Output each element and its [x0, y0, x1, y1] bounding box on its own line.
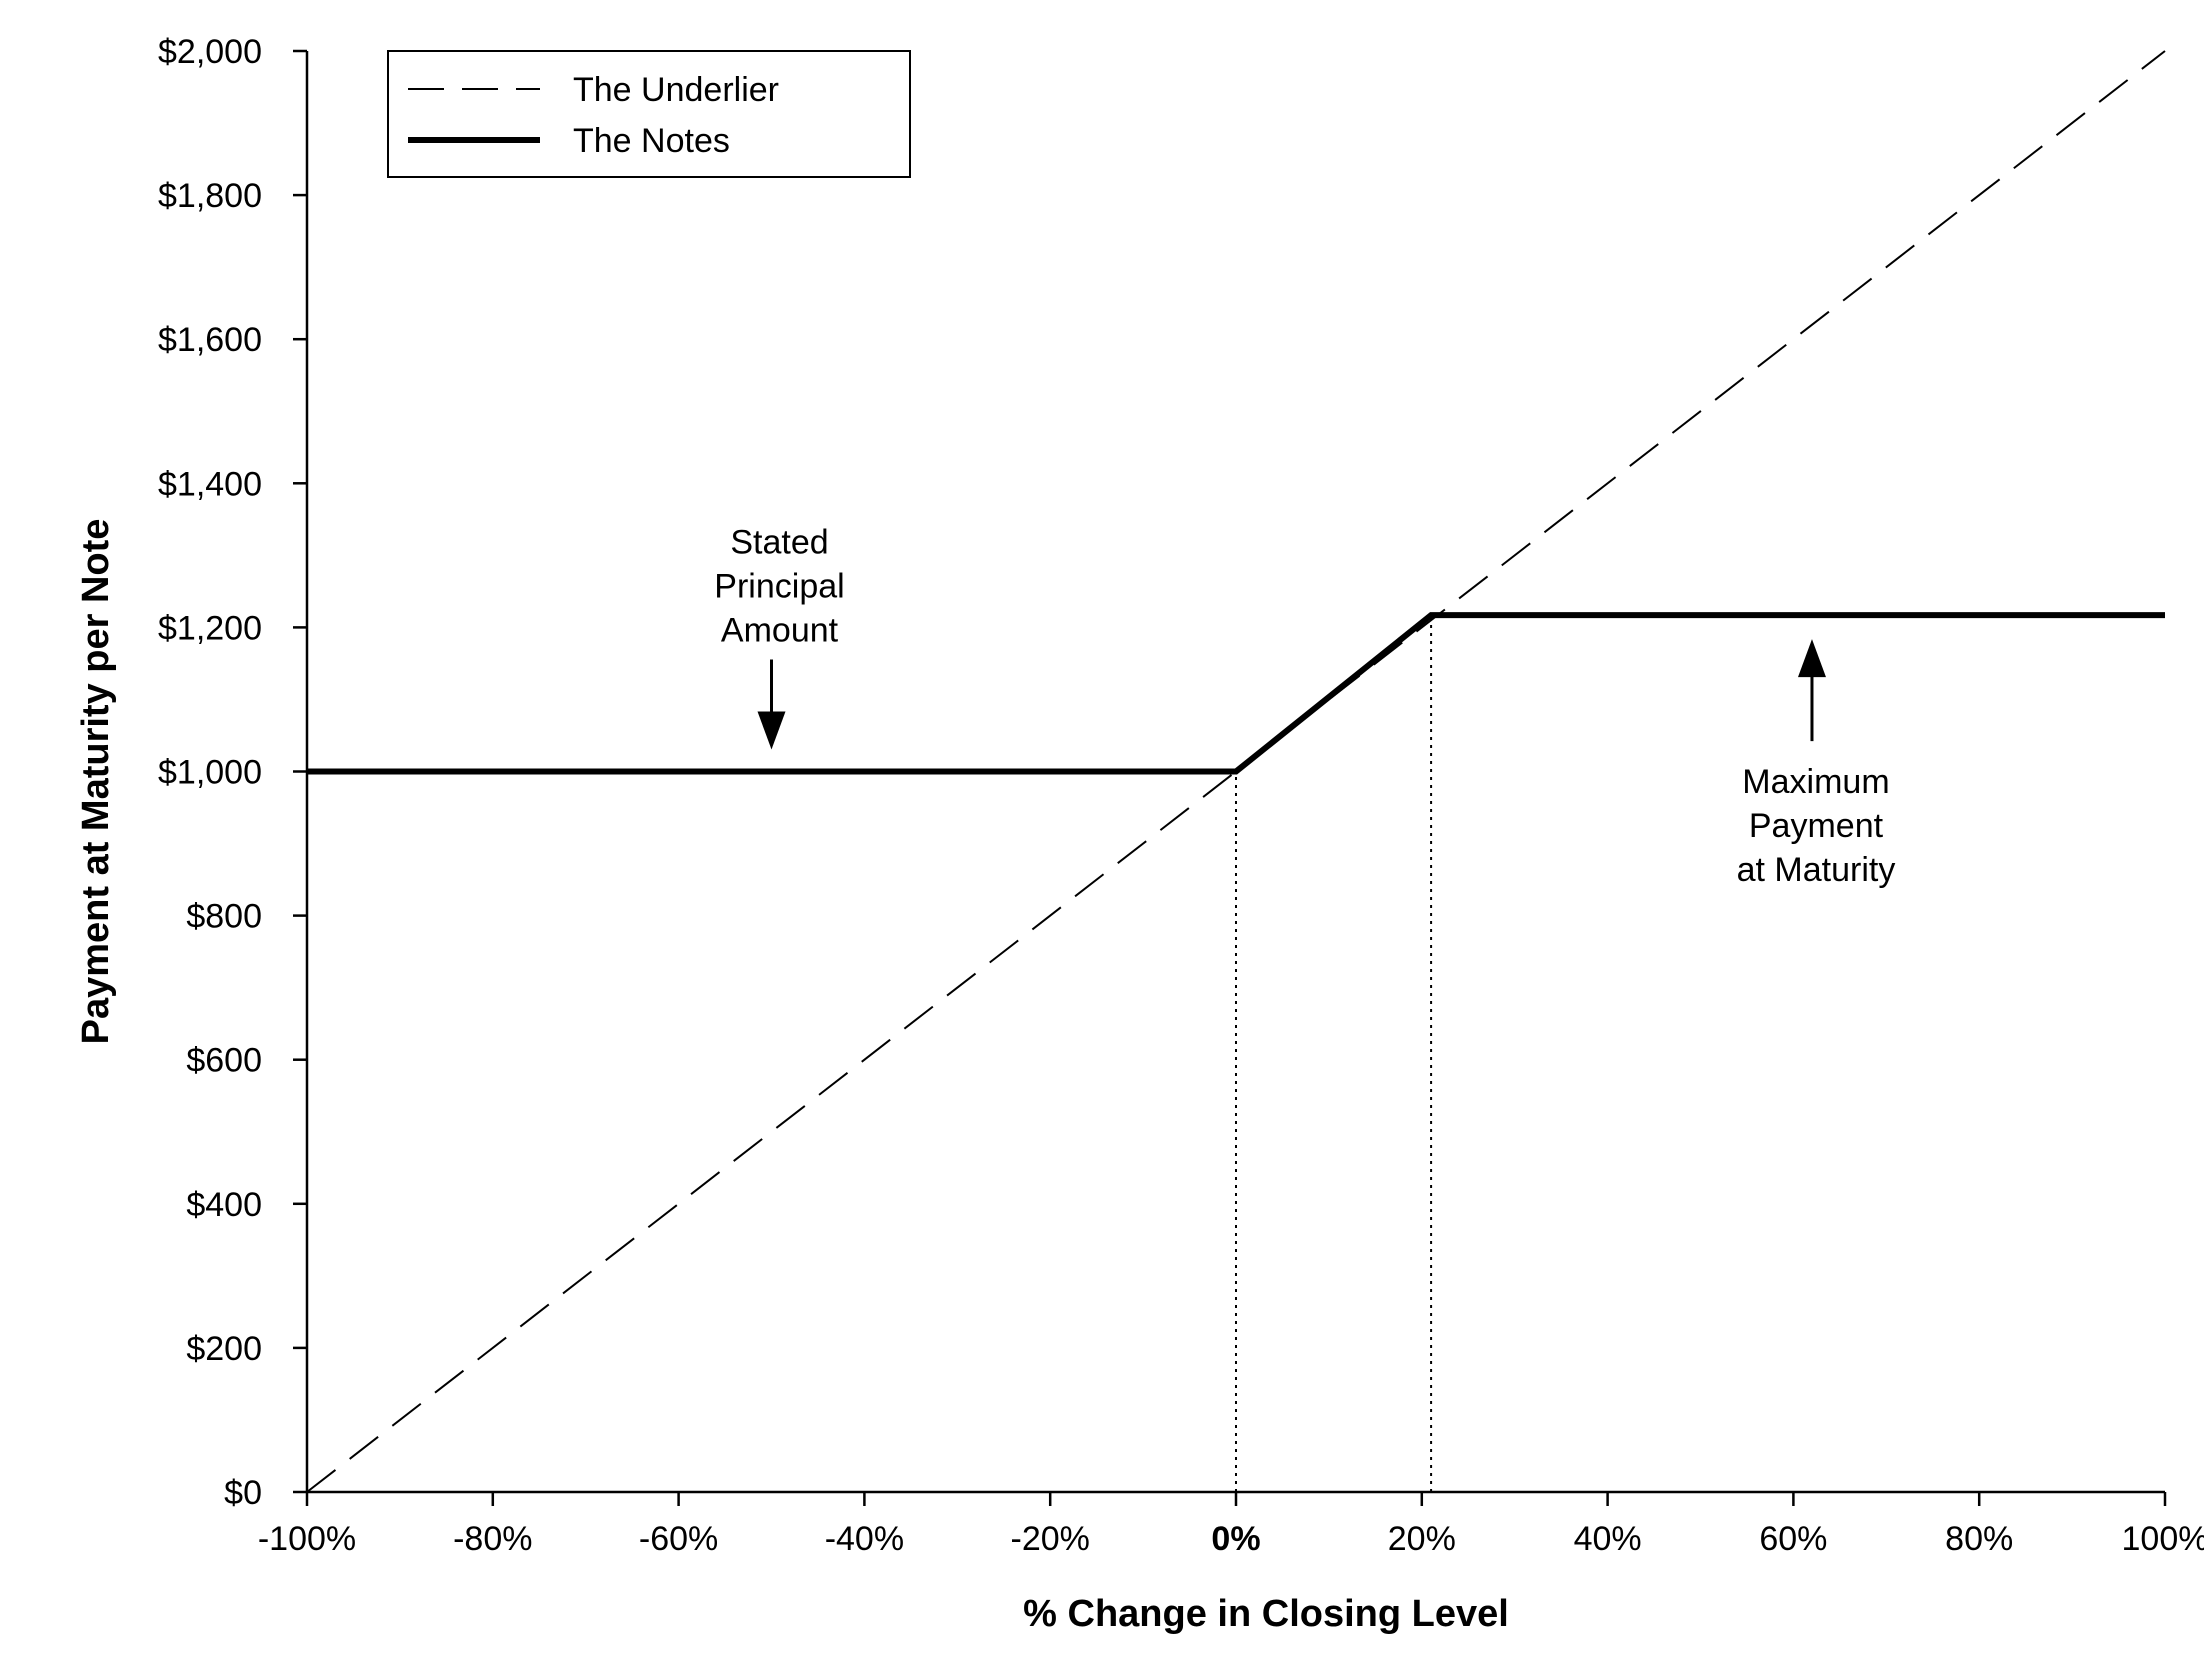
legend-box: [387, 50, 911, 178]
y-tick-label: $200: [186, 1330, 262, 1368]
series-lines: [306, 50, 2166, 1493]
x-tick-label: 80%: [1945, 1520, 2013, 1558]
x-axis-title: % Change in Closing Level: [1023, 1593, 1509, 1635]
x-tick-label: 20%: [1388, 1520, 1456, 1558]
x-tick-label: 60%: [1759, 1520, 1827, 1558]
x-tick-label: 40%: [1574, 1520, 1642, 1558]
reference-lines: [1235, 615, 1433, 1492]
y-tick-label: $1,600: [158, 321, 262, 359]
y-tick-label: $400: [186, 1186, 262, 1224]
x-tick-label: -40%: [825, 1520, 904, 1558]
y-tick-label: $1,200: [158, 609, 262, 647]
y-tick-label: $1,800: [158, 177, 262, 215]
annotation-0: Stated Principal Amount: [714, 524, 845, 750]
y-tick-label: $1,000: [158, 754, 262, 792]
y-tick-label: $600: [186, 1042, 262, 1080]
annotation-text-line: Stated: [730, 524, 828, 562]
annotation-text-line: at Maturity: [1737, 851, 1896, 889]
x-tick-label: -80%: [453, 1520, 532, 1558]
annotation-text-line: Maximum: [1742, 763, 1889, 801]
arrow-up-icon: [1797, 639, 1826, 678]
x-tick-label: -60%: [639, 1520, 718, 1558]
y-tick-label: $2,000: [158, 33, 262, 71]
y-tick-label: $0: [224, 1474, 262, 1512]
legend: The Underlier The Notes: [387, 50, 911, 178]
series-line-notes: [307, 612, 2165, 775]
y-tick-label: $800: [186, 898, 262, 936]
y-axis-title: Payment at Maturity per Note: [75, 519, 117, 1045]
x-tick-label: 100%: [2122, 1520, 2204, 1558]
x-tick-label: -20%: [1011, 1520, 1090, 1558]
x-tick-label: -100%: [258, 1520, 356, 1558]
annotations: Stated Principal Amount Maximum Payment at Ma…: [714, 524, 1895, 890]
y-axis-ticks: $0 $200 $400 $600 $800 $1,000 $1,200 $1,400 $1,6…: [158, 33, 307, 1512]
annotation-1: Maximum Payment at Maturity: [1737, 639, 1896, 889]
x-axis-ticks: -100% -80% -60% -40% -20% 0% 20% 40% 60% 80% 100%: [258, 1492, 2204, 1558]
annotation-text-line: Principal: [714, 568, 844, 606]
arrow-down-icon: [757, 711, 786, 750]
legend-label-underlier: The Underlier: [573, 71, 779, 109]
series-line-underlier: [306, 50, 2166, 1493]
annotation-text-line: Amount: [721, 612, 839, 650]
x-tick-label: 0%: [1211, 1520, 1260, 1558]
annotation-text-line: Payment: [1749, 807, 1884, 845]
legend-label-notes: The Notes: [573, 122, 730, 160]
y-tick-label: $1,400: [158, 465, 262, 503]
